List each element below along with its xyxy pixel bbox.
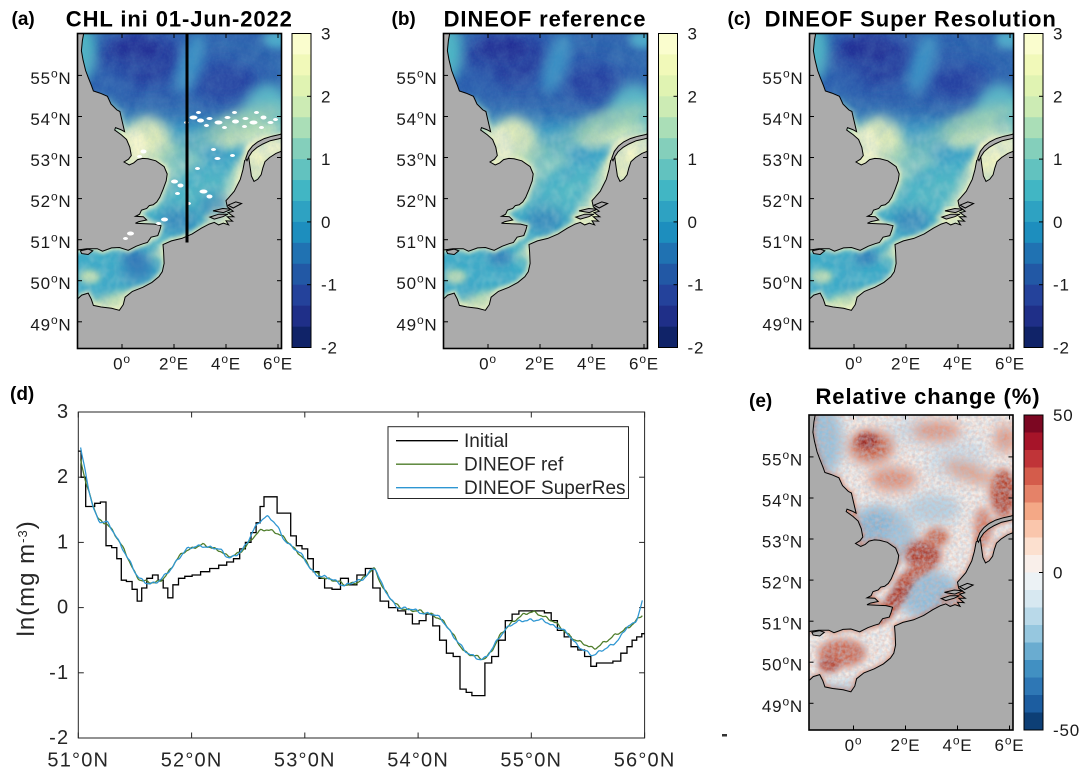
- svg-text:49oN: 49oN: [762, 313, 803, 335]
- svg-text:54oN: 54oN: [396, 108, 437, 130]
- svg-text:DINEOF ref: DINEOF ref: [464, 455, 564, 476]
- svg-text:Initial: Initial: [464, 431, 508, 452]
- svg-text:49oN: 49oN: [762, 694, 803, 716]
- svg-text:55oN: 55oN: [396, 66, 437, 88]
- svg-text:53oN: 53oN: [396, 149, 437, 171]
- svg-text:(c): (c): [728, 9, 751, 30]
- svg-text:CHL ini 01-Jun-2022: CHL ini 01-Jun-2022: [66, 7, 293, 32]
- svg-text:-1: -1: [1053, 276, 1070, 295]
- svg-text:52oN: 52oN: [30, 190, 71, 212]
- svg-text:2: 2: [57, 466, 69, 488]
- svg-text:55oN: 55oN: [30, 66, 71, 88]
- svg-text:52oN: 52oN: [396, 190, 437, 212]
- svg-text:53oN: 53oN: [30, 149, 71, 171]
- svg-text:49oN: 49oN: [30, 313, 71, 335]
- svg-text:2oE: 2oE: [891, 734, 921, 756]
- svg-text:0: 0: [688, 213, 698, 232]
- svg-text:2: 2: [321, 87, 331, 106]
- svg-text:51oN: 51oN: [30, 231, 71, 253]
- svg-text:1: 1: [57, 531, 69, 553]
- svg-text:53oN: 53oN: [762, 530, 803, 552]
- svg-text:6oE: 6oE: [629, 352, 659, 374]
- svg-text:50oN: 50oN: [30, 272, 71, 294]
- svg-text:54°0N: 54°0N: [387, 750, 449, 772]
- svg-text:52oN: 52oN: [762, 190, 803, 212]
- svg-text:-2: -2: [1053, 339, 1070, 358]
- svg-text:0: 0: [57, 597, 69, 619]
- svg-text:1: 1: [321, 150, 331, 169]
- svg-text:52oN: 52oN: [762, 571, 803, 593]
- svg-text:2oE: 2oE: [159, 352, 189, 374]
- svg-text:DINEOF Super Resolution: DINEOF Super Resolution: [765, 7, 1057, 32]
- svg-text:3: 3: [57, 401, 69, 423]
- svg-text:4oE: 4oE: [577, 352, 607, 374]
- svg-text:Relative change (%): Relative change (%): [816, 384, 1041, 409]
- svg-text:(b): (b): [392, 9, 416, 30]
- svg-text:0: 0: [1053, 564, 1063, 583]
- svg-text:(d): (d): [10, 384, 34, 405]
- svg-text:52°0N: 52°0N: [161, 750, 223, 772]
- svg-text:6oE: 6oE: [263, 352, 293, 374]
- svg-text:2oE: 2oE: [891, 352, 921, 374]
- svg-text:1: 1: [1053, 150, 1063, 169]
- svg-text:3: 3: [321, 25, 331, 44]
- svg-text:4oE: 4oE: [943, 734, 973, 756]
- svg-text:50oN: 50oN: [762, 272, 803, 294]
- svg-text:2oE: 2oE: [525, 352, 555, 374]
- svg-text:0: 0: [321, 213, 331, 232]
- svg-text:56°0N: 56°0N: [614, 750, 676, 772]
- svg-text:(e): (e): [749, 391, 772, 412]
- svg-text:53°0N: 53°0N: [274, 750, 336, 772]
- svg-text:50oN: 50oN: [396, 272, 437, 294]
- svg-text:(a): (a): [12, 9, 35, 30]
- svg-text:55°0N: 55°0N: [500, 750, 562, 772]
- svg-text:54oN: 54oN: [762, 489, 803, 511]
- svg-text:50oN: 50oN: [762, 653, 803, 675]
- svg-text:53oN: 53oN: [762, 149, 803, 171]
- svg-text:2: 2: [1053, 87, 1063, 106]
- svg-text:50: 50: [1053, 406, 1074, 425]
- svg-text:1: 1: [688, 150, 698, 169]
- svg-text:54oN: 54oN: [762, 108, 803, 130]
- svg-text:51oN: 51oN: [762, 231, 803, 253]
- svg-text:-2: -2: [321, 339, 338, 358]
- svg-text:-1: -1: [321, 276, 338, 295]
- svg-text:-50: -50: [1053, 721, 1080, 740]
- svg-text:-1: -1: [688, 276, 705, 295]
- svg-text:6oE: 6oE: [995, 352, 1025, 374]
- svg-text:DINEOF SuperRes: DINEOF SuperRes: [464, 478, 626, 499]
- svg-text:54oN: 54oN: [30, 108, 71, 130]
- svg-text:51oN: 51oN: [396, 231, 437, 253]
- svg-text:51oN: 51oN: [762, 612, 803, 634]
- svg-text:-1: -1: [49, 662, 69, 684]
- svg-text:55oN: 55oN: [762, 66, 803, 88]
- svg-text:-2: -2: [688, 339, 705, 358]
- svg-text:ln(mg m-3): ln(mg m-3): [13, 520, 40, 636]
- svg-text:51°0N: 51°0N: [47, 750, 109, 772]
- svg-text:3: 3: [688, 25, 698, 44]
- svg-text:55oN: 55oN: [762, 448, 803, 470]
- svg-text:0: 0: [1053, 213, 1063, 232]
- svg-text:2: 2: [688, 87, 698, 106]
- svg-text:-2: -2: [49, 727, 69, 749]
- svg-text:6oE: 6oE: [995, 734, 1025, 756]
- svg-text:4oE: 4oE: [943, 352, 973, 374]
- svg-text:DINEOF reference: DINEOF reference: [444, 7, 647, 32]
- svg-text:3: 3: [1053, 25, 1063, 44]
- svg-text:4oE: 4oE: [211, 352, 241, 374]
- svg-text:49oN: 49oN: [396, 313, 437, 335]
